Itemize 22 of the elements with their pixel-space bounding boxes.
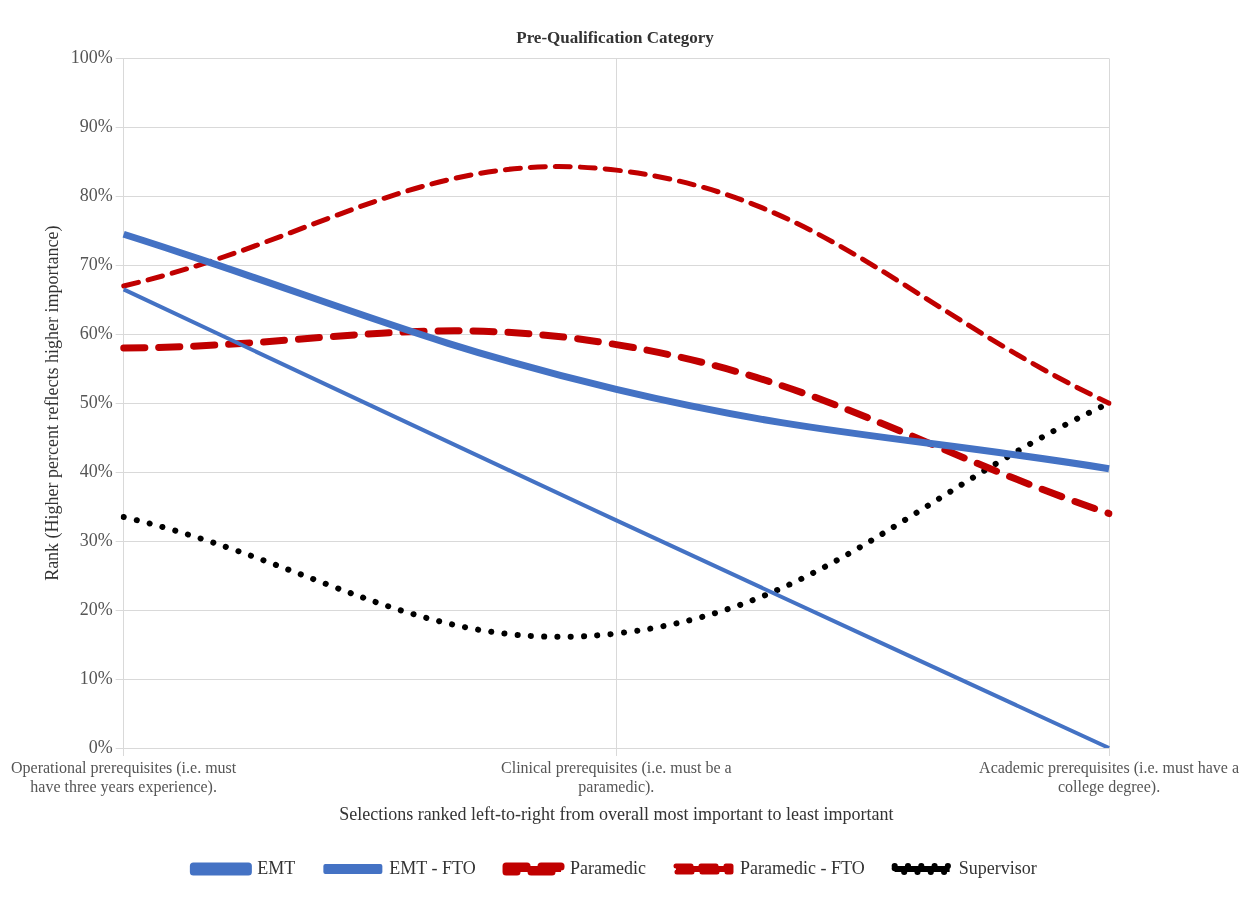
legend-label: EMT - FTO	[389, 857, 476, 878]
legend-label: Paramedic - FTO	[740, 857, 865, 878]
legend-label: Supervisor	[958, 857, 1037, 878]
y-tick-label: 40%	[79, 460, 113, 481]
x-axis-title: Selections ranked left-to-right from overall most important to least important	[339, 803, 894, 824]
x-tick-label: Academic prerequisites (i.e. must have a college degree).	[979, 758, 1239, 796]
chart-title: Pre-Qualification Category	[516, 27, 715, 47]
y-tick-label: 60%	[79, 322, 113, 343]
legend-label: EMT	[257, 857, 296, 878]
y-tick-label: 100%	[70, 47, 113, 68]
y-tick-label: 90%	[79, 116, 113, 137]
y-tick-label: 70%	[79, 254, 113, 275]
x-tick-label: Clinical prerequisites (i.e. must be a paramedic).	[501, 758, 732, 796]
y-tick-label: 30%	[79, 529, 113, 550]
y-tick-label: 0%	[88, 736, 113, 757]
x-tick-label: Operational prerequisites (i.e. must have three years experience).	[11, 758, 237, 796]
y-tick-label: 20%	[79, 598, 113, 619]
y-tick-label: 50%	[79, 391, 113, 412]
legend-label: Paramedic	[570, 857, 647, 878]
y-tick-label: 10%	[79, 667, 113, 688]
y-tick-label: 80%	[79, 185, 113, 206]
y-axis-title: Rank (Higher percent reflects higher importance)	[41, 225, 63, 581]
